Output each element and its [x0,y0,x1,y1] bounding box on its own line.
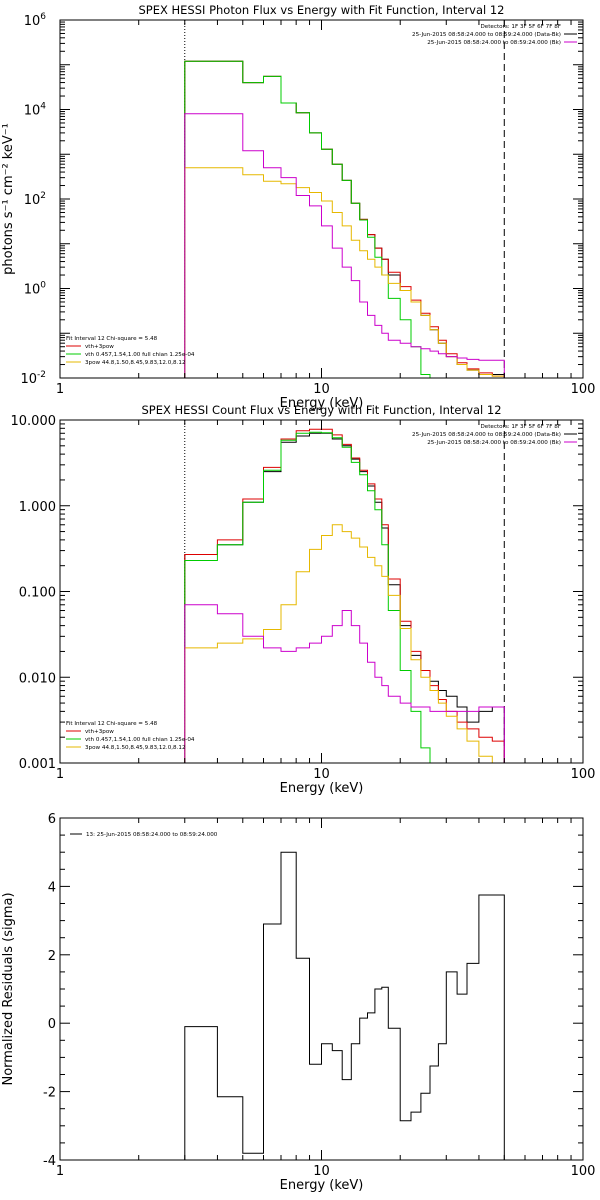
series-line-0 [184,432,505,763]
series-group [184,428,505,763]
legend-text: vth 0.457,1.54,1.00 full chian 1.25e-04 [85,737,195,743]
y-tick-label-base: 10.000 [11,414,57,429]
legend-text: 25-Jun-2015 08:58:24.000 to 08:59:24.000… [427,440,561,446]
y-tick-label-base: 10 [20,372,37,387]
x-tick-label: 1 [56,382,64,397]
x-tick-label: 100 [571,382,596,397]
legend-text: 25-Jun-2015 08:58:24.000 to 08:59:24.000… [427,40,561,46]
y-tick-label: 10.000 [11,414,57,429]
legend-text: 3pow 44.8,1.50,8.45,9.83,12.0,8.12 [85,360,186,366]
y-tick-label-base: -4 [43,1154,56,1169]
legend-text: vth 0.457,1.54,1.00 full chian 1.25e-04 [85,352,195,358]
series-line-3 [184,167,505,378]
y-tick-label-base: 10 [24,14,41,29]
y-tick-label: 2 [48,949,56,964]
legend-text: vth+3pow [85,729,114,735]
x-tick-label: 10 [313,1164,330,1179]
y-tick-label: 10-2 [20,370,46,387]
series-line-3 [184,524,505,763]
y-tick-label-exponent: 4 [40,102,46,112]
legend-text: Fit Interval 12 Chi-square = 5.48 [66,721,158,727]
y-tick-label-base: 4 [48,880,56,895]
y-tick-label-base: 10 [24,193,41,208]
y-tick-label: 104 [24,102,47,119]
chart-panel-resid: 1 10 100 Energy (keV) -4 -2 0 2 4 6 Normalized Res… [1,812,595,1193]
series-line-1 [184,428,505,763]
legend-text: vth+3pow [85,344,114,350]
y-tick-label-exponent: 6 [40,12,46,22]
chart-panel-photon: SPEX HESSI Photon Flux vs Energy with Fi… [1,3,596,411]
x-tick-label: 10 [313,382,330,397]
series-group [184,60,505,378]
series-line-0 [184,851,505,1160]
y-tick-label-base: 0.100 [19,586,56,601]
chart-title: SPEX HESSI Count Flux vs Energy with Fit… [141,403,501,417]
y-tick-label: 100 [24,281,47,298]
y-axis-label: Normalized Residuals (sigma) [1,892,16,1085]
y-tick-label-base: -2 [43,1086,56,1101]
y-tick-label-exponent: 2 [40,191,46,201]
x-tick-label: 100 [571,767,596,782]
chart-panel-count: SPEX HESSI Count Flux vs Energy with Fit… [11,403,596,796]
x-axis-label: Energy (keV) [280,781,364,796]
legend-text: 25-Jun-2015 08:58:24.000 to 08:59:24.000… [412,432,561,438]
series-group [184,851,505,1160]
y-tick-label: -4 [43,1154,56,1169]
series-line-4 [184,604,505,763]
x-tick-label: 1 [56,1164,64,1179]
legend-text: 3pow 44.8,1.50,8.45,9.83,12.0,8.12 [85,745,186,751]
y-tick-label-base: 6 [48,812,56,827]
chart-title: SPEX HESSI Photon Flux vs Energy with Fi… [138,3,504,17]
y-tick-label: 102 [24,191,46,208]
y-tick-label-base: 1.000 [19,500,56,515]
legend-text: Detectors: 1F 3F 5F 6F 7F 8F [480,24,561,30]
y-tick-label: 6 [48,812,56,827]
y-tick-label: 106 [24,12,47,29]
y-tick-label-base: 10 [24,104,41,119]
series-line-4 [184,113,505,378]
series-line-1 [184,60,505,378]
y-tick-label: 1.000 [19,500,56,515]
x-axis-label: Energy (keV) [280,396,364,411]
y-tick-label-base: 0.010 [19,671,56,686]
y-tick-label-base: 2 [48,949,56,964]
y-tick-label: 4 [48,880,56,895]
y-axis-label: photons s⁻¹ cm⁻² keV⁻¹ [1,123,16,275]
legend-text: Detectors: 1F 3F 5F 6F 7F 8F [480,424,561,430]
x-axis-label: Energy (keV) [280,1178,364,1193]
y-tick-label-exponent: 0 [40,281,46,291]
y-tick-label-exponent: -2 [37,370,46,380]
legend-text: 25-Jun-2015 08:58:24.000 to 08:59:24.000… [412,32,561,38]
legend-text: 13: 25-Jun-2015 08:58:24.000 to 08:59:24… [86,832,218,838]
y-tick-label-base: 0 [48,1017,56,1032]
x-tick-label: 1 [56,767,64,782]
x-tick-label: 10 [313,767,330,782]
y-tick-label-base: 10 [24,283,41,298]
y-tick-label-base: 0.001 [19,757,56,772]
legend-text: Fit Interval 12 Chi-square = 5.48 [66,336,158,342]
series-line-0 [184,60,505,378]
y-tick-label: -2 [43,1086,56,1101]
series-line-2 [184,60,505,378]
x-tick-label: 100 [571,1164,596,1179]
series-line-2 [184,431,505,763]
y-tick-label: 0.010 [19,671,56,686]
y-tick-label: 0.001 [19,757,56,772]
y-tick-label: 0.100 [19,586,56,601]
y-tick-label: 0 [48,1017,56,1032]
